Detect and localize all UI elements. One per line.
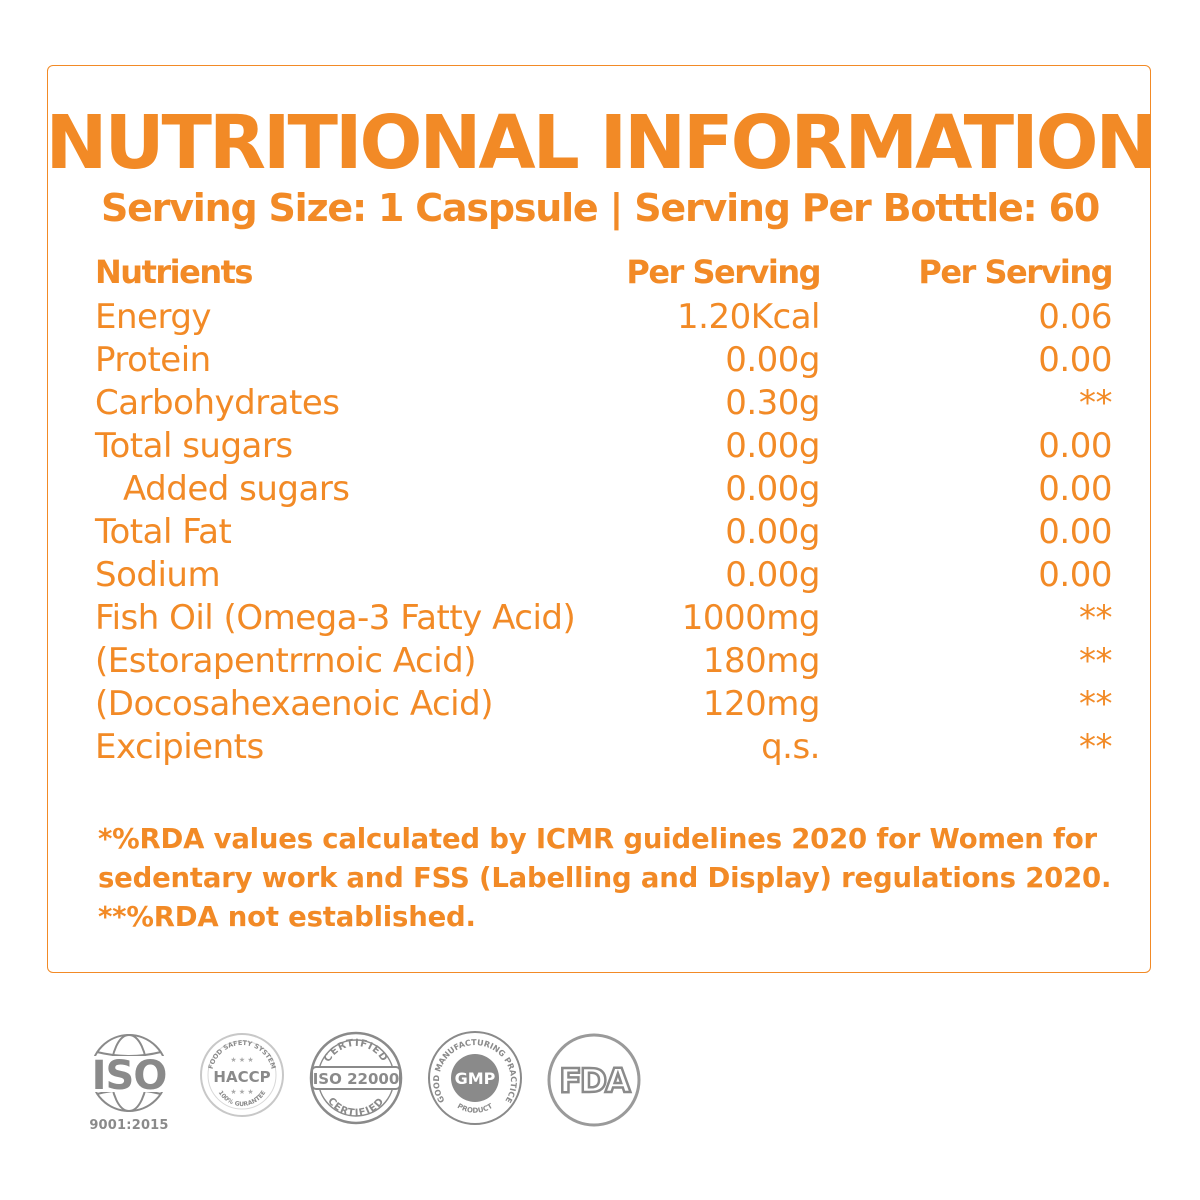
svg-text:HACCP: HACCP — [213, 1068, 270, 1086]
table-row: Sodium 0.00g 0.00 — [95, 554, 1112, 597]
per-serving-value: 1.20Kcal — [677, 297, 820, 337]
table-row: (Estorapentrrnoic Acid) 180mg ** — [95, 640, 1113, 683]
per-serving-value: q.s. — [761, 727, 820, 767]
nutrient-name: Total sugars — [95, 426, 293, 466]
iso-text: ISO — [92, 1053, 167, 1099]
rda-value: ** — [1079, 383, 1113, 423]
nutrient-name: Sodium — [95, 555, 221, 595]
serving-info: Serving Size: 1 Caspsule | Serving Per B… — [100, 186, 1100, 230]
page-title: NUTRITIONAL INFORMATION — [45, 100, 1158, 186]
rda-value: ** — [1079, 598, 1113, 638]
table-row: Total sugars 0.00g 0.00 — [95, 425, 1112, 468]
per-serving-value: 0.00g — [725, 555, 820, 595]
table-row: Fish Oil (Omega-3 Fatty Acid) 1000mg ** — [95, 597, 1113, 640]
rda-value: 0.00 — [1038, 512, 1112, 552]
rda-value: ** — [1079, 684, 1113, 724]
svg-text:GMP: GMP — [455, 1069, 496, 1088]
table-header: Nutrients Per Serving Per Serving — [95, 251, 1113, 294]
per-serving-value: 0.00g — [725, 512, 820, 552]
nutrient-name: Energy — [95, 297, 212, 337]
per-serving-value: 120mg — [702, 684, 821, 724]
iso-22000-badge-icon: CERTIFIED ISO 22000 CERTIFIED — [309, 1031, 403, 1125]
svg-text:ISO 22000: ISO 22000 — [313, 1070, 400, 1088]
nutrition-panel — [47, 65, 1151, 973]
per-serving-value: 1000mg — [681, 598, 821, 638]
table-row: Excipients q.s. ** — [95, 726, 1113, 769]
haccp-badge-icon: FOOD SAFETY SYSTEM HACCP ★ ★ ★ ★ ★ ★ 100… — [200, 1033, 284, 1117]
rda-value: 0.00 — [1038, 469, 1112, 509]
nutrient-name: (Docosahexaenoic Acid) — [95, 684, 493, 724]
gmp-badge-icon: GOOD MANUFACTURING PRACTICE GMP PRODUCT — [428, 1031, 522, 1125]
iso-globe-icon: ISO — [80, 1034, 178, 1112]
svg-text:★ ★ ★: ★ ★ ★ — [230, 1056, 253, 1064]
per-serving-value: 0.30g — [725, 383, 820, 423]
table-row: Carbohydrates 0.30g ** — [95, 382, 1113, 425]
nutrient-name: Added sugars — [123, 469, 350, 509]
table-row: Protein 0.00g 0.00 — [95, 339, 1112, 382]
per-serving-value: 0.00g — [725, 426, 820, 466]
fda-badge-icon: FDA — [547, 1033, 641, 1127]
rda-value: 0.00 — [1038, 555, 1112, 595]
footnote-line: sedentary work and FSS (Labelling and Di… — [98, 862, 1112, 894]
table-row: (Docosahexaenoic Acid) 120mg ** — [95, 683, 1113, 726]
rda-value: ** — [1079, 727, 1113, 767]
per-serving-value: 0.00g — [725, 340, 820, 380]
per-serving-value: 180mg — [702, 641, 821, 681]
header-nutrients: Nutrients — [95, 253, 253, 291]
nutrient-name: Total Fat — [95, 512, 232, 552]
nutrient-name: Protein — [95, 340, 211, 380]
rda-value: ** — [1079, 641, 1113, 681]
table-row: Added sugars 0.00g 0.00 — [95, 468, 1112, 511]
nutrient-name: Carbohydrates — [95, 383, 340, 423]
footnote-line: *%RDA values calculated by ICMR guidelin… — [98, 823, 1097, 855]
nutrient-name: Excipients — [95, 727, 264, 767]
footnote-line: **%RDA not established. — [98, 901, 476, 933]
footnotes: *%RDA values calculated by ICMR guidelin… — [98, 820, 1138, 937]
nutrient-name: (Estorapentrrnoic Acid) — [95, 641, 477, 681]
iso-caption: 9001:2015 — [89, 1118, 169, 1133]
nutrient-name: Fish Oil (Omega-3 Fatty Acid) — [95, 598, 576, 638]
header-per-serving: Per Serving — [626, 253, 821, 291]
svg-text:FDA: FDA — [559, 1061, 631, 1100]
table-row: Energy 1.20Kcal 0.06 — [95, 296, 1112, 339]
table-row: Total Fat 0.00g 0.00 — [95, 511, 1112, 554]
svg-text:PRODUCT: PRODUCT — [456, 1102, 494, 1115]
svg-text:★ ★ ★: ★ ★ ★ — [230, 1088, 253, 1096]
rda-value: 0.00 — [1038, 340, 1112, 380]
rda-value: 0.00 — [1038, 426, 1112, 466]
header-per-serving-rda: Per Serving — [918, 253, 1113, 291]
rda-value: 0.06 — [1038, 297, 1112, 337]
per-serving-value: 0.00g — [725, 469, 820, 509]
